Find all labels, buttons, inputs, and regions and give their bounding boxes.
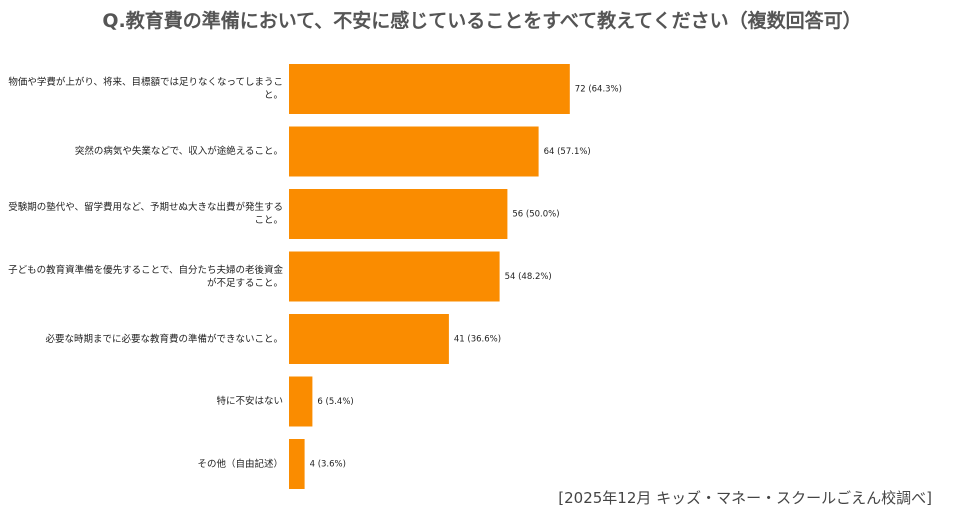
chart-title: Q.教育費の準備において、不安に感じていることをすべて教えてください（複数回答可… xyxy=(102,10,862,32)
value-label: 6 (5.4%) xyxy=(317,397,353,407)
category-label: 物価や学費が上がり、将来、目標額では足りなくなってしまうこと。 xyxy=(8,77,283,101)
value-label: 72 (64.3%) xyxy=(575,85,622,95)
bar xyxy=(289,126,539,177)
category-label: 受験期の塾代や、留学費用など、予期せぬ大きな出費が発生すること。 xyxy=(8,202,283,226)
category-label: その他（自由記述） xyxy=(197,458,283,470)
value-label: 56 (50.0%) xyxy=(512,210,559,220)
value-label: 64 (57.1%) xyxy=(544,147,591,157)
source-note: [2025年12月 キッズ・マネー・スクールごえん校調べ] xyxy=(558,489,932,507)
bar xyxy=(289,314,449,364)
bar xyxy=(289,376,313,427)
category-label: 必要な時期までに必要な教育費の準備ができないこと。 xyxy=(45,333,283,345)
value-label: 4 (3.6%) xyxy=(310,460,346,470)
category-label: 突然の病気や失業などで、収入が途絶えること。 xyxy=(74,146,283,157)
category-label: 特に不安はない xyxy=(216,396,283,407)
value-label: 54 (48.2%) xyxy=(505,272,552,282)
bar xyxy=(289,439,305,489)
value-label: 41 (36.6%) xyxy=(454,335,501,345)
bar xyxy=(289,251,500,302)
bar xyxy=(289,189,508,239)
bar xyxy=(289,64,570,114)
category-label: 子どもの教育資準備を優先することで、自分たち夫婦の老後資金が不足すること。 xyxy=(8,264,283,289)
